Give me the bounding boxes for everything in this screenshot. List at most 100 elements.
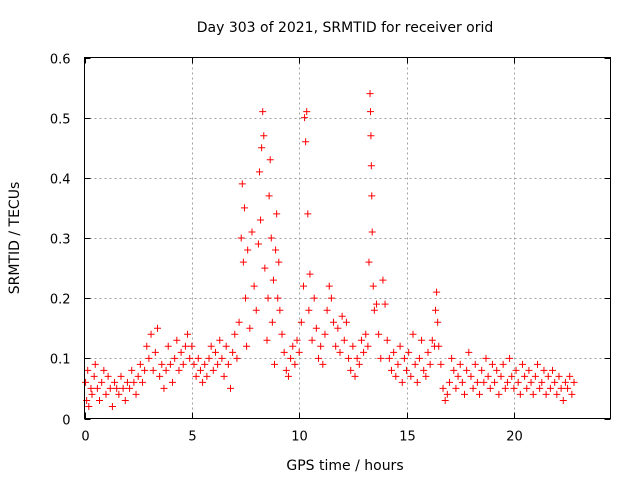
data-point: [349, 342, 357, 350]
data-point: [272, 246, 280, 254]
data-point: [265, 192, 273, 200]
data-point: [334, 324, 342, 332]
data-point: [284, 372, 292, 380]
data-point: [132, 390, 140, 398]
data-point: [254, 240, 262, 248]
data-point: [424, 348, 432, 356]
data-point: [516, 390, 524, 398]
data-point: [282, 366, 290, 374]
data-point: [538, 378, 546, 386]
data-point: [211, 348, 219, 356]
data-point: [104, 372, 112, 380]
data-point: [454, 372, 462, 380]
y-tick-label: 0.6: [50, 53, 71, 68]
data-point: [108, 402, 116, 410]
x-tick-label: 15: [399, 430, 416, 445]
data-point: [84, 366, 92, 374]
data-point: [216, 336, 224, 344]
data-point: [235, 318, 243, 326]
data-point: [138, 378, 146, 386]
data-point: [458, 378, 466, 386]
data-point: [301, 114, 309, 122]
data-point: [379, 276, 387, 284]
data-point: [540, 366, 548, 374]
data-point: [203, 372, 211, 380]
data-point: [473, 378, 481, 386]
data-point: [229, 348, 237, 356]
data-point: [166, 360, 174, 368]
data-point: [514, 378, 522, 386]
data-point: [299, 282, 307, 290]
data-point: [315, 354, 323, 362]
data-point: [171, 354, 179, 362]
data-point: [207, 342, 215, 350]
data-point: [527, 378, 535, 386]
data-point: [345, 354, 353, 362]
data-point: [568, 390, 576, 398]
data-point: [143, 342, 151, 350]
data-point: [525, 366, 533, 374]
data-point: [280, 348, 288, 356]
data-point: [336, 348, 344, 356]
data-point: [275, 258, 283, 266]
data-point: [310, 294, 318, 302]
chart-title: Day 303 of 2021, SRMTID for receiver ori…: [197, 20, 494, 36]
data-point: [153, 324, 161, 332]
data-point: [100, 366, 108, 374]
data-point: [435, 342, 443, 350]
data-point: [243, 342, 251, 350]
data-point: [407, 372, 415, 380]
data-point: [240, 204, 248, 212]
data-point: [506, 354, 514, 362]
data-point: [478, 366, 486, 374]
data-point: [260, 132, 268, 140]
data-point: [102, 390, 110, 398]
data-point: [244, 246, 252, 254]
data-point: [495, 390, 503, 398]
data-point: [237, 234, 245, 242]
data-point: [338, 312, 346, 320]
data-point: [375, 330, 383, 338]
data-point: [90, 372, 98, 380]
data-point: [428, 336, 436, 344]
data-point: [220, 372, 228, 380]
x-tick-label: 10: [291, 430, 308, 445]
data-points: [82, 90, 578, 410]
data-point: [362, 330, 370, 338]
data-point: [259, 108, 267, 116]
data-point: [177, 348, 185, 356]
data-point: [471, 360, 479, 368]
y-tick-label: 0.4: [50, 173, 71, 188]
data-point: [398, 378, 406, 386]
data-point: [441, 396, 449, 404]
data-point: [433, 288, 441, 296]
data-point: [255, 168, 263, 176]
data-point: [542, 390, 550, 398]
data-point: [287, 354, 295, 362]
x-tick-label: 5: [188, 430, 196, 445]
data-point: [445, 378, 453, 386]
data-point: [546, 384, 554, 392]
data-point: [461, 390, 469, 398]
data-point: [160, 384, 168, 392]
data-point: [501, 384, 509, 392]
data-point: [366, 90, 374, 98]
data-point: [405, 348, 413, 356]
data-point: [147, 330, 155, 338]
data-point: [557, 384, 565, 392]
data-point: [355, 360, 363, 368]
data-point: [248, 228, 256, 236]
data-point: [536, 384, 544, 392]
data-point: [278, 330, 286, 338]
data-point: [179, 360, 187, 368]
x-tick-label: 0: [81, 430, 89, 445]
data-point: [508, 372, 516, 380]
data-point: [426, 360, 434, 368]
data-point: [381, 300, 389, 308]
data-point: [119, 384, 127, 392]
y-tick-label: 0.3: [50, 233, 71, 248]
data-point: [175, 366, 183, 374]
data-point: [385, 354, 393, 362]
data-point: [413, 378, 421, 386]
